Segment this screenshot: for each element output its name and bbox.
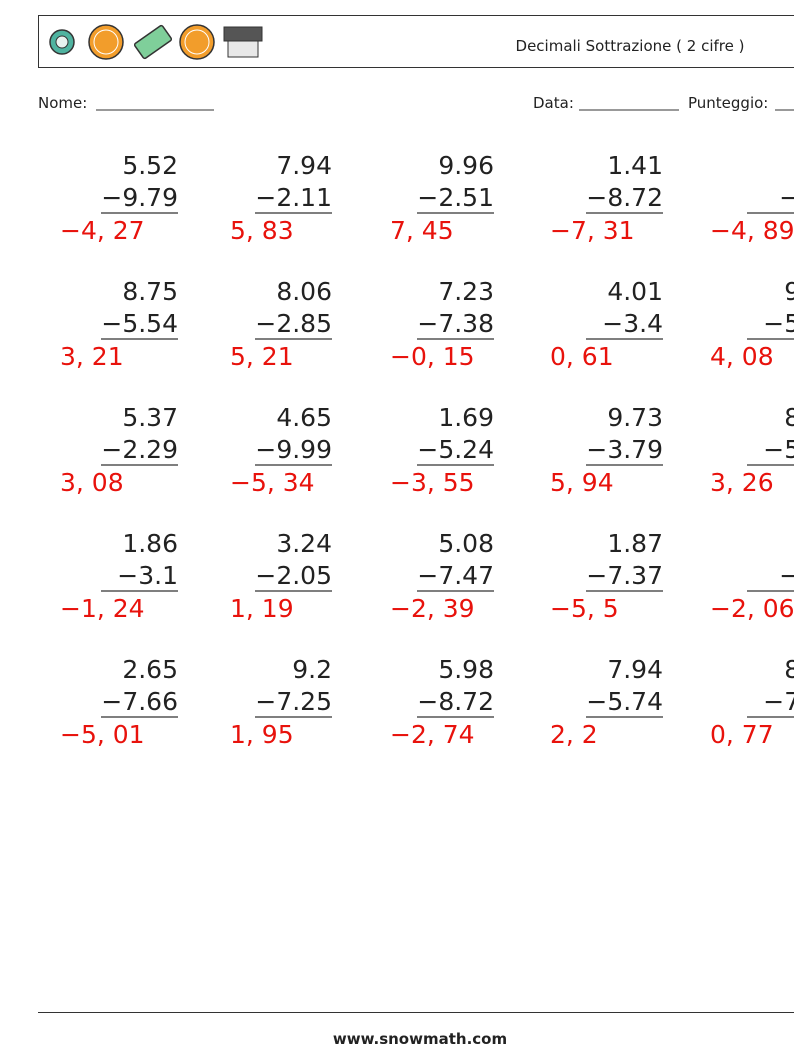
answer: −1, 24 (60, 594, 145, 623)
answer: 7, 45 (390, 216, 454, 245)
answer: 0, 77 (710, 720, 774, 749)
minuend: 9.73 (607, 403, 663, 432)
subtrahend: −3.79 (586, 435, 663, 464)
minuend: 1.87 (607, 529, 663, 558)
minuend: 5.37 (122, 403, 178, 432)
answer: −0, 15 (390, 342, 475, 371)
minuend: 1.86 (122, 529, 178, 558)
subtrahend: −2.05 (255, 561, 332, 590)
answer: −5, 01 (60, 720, 145, 749)
subtrahend: −8.72 (417, 687, 494, 716)
answer: −5, 5 (550, 594, 619, 623)
title: Decimali Sottrazione ( 2 cifre ) (516, 37, 745, 55)
answer: 3, 21 (60, 342, 124, 371)
name-label: Nome: (38, 94, 87, 112)
subtrahend: −6. (779, 183, 794, 212)
subtrahend: −7.47 (417, 561, 494, 590)
subtrahend: −7.25 (255, 687, 332, 716)
minuend: 1.69 (438, 403, 494, 432)
answer: 1, 19 (230, 594, 294, 623)
minuend: 8.5 (784, 655, 794, 684)
subtrahend: −2.11 (255, 183, 332, 212)
subtrahend: −7.37 (586, 561, 663, 590)
subtrahend: −5.4 (763, 309, 794, 338)
answer: −2, 06 (710, 594, 794, 623)
minuend: 5.08 (438, 529, 494, 558)
answer: −7, 31 (550, 216, 635, 245)
subtrahend: −7.66 (101, 687, 178, 716)
answer: 1, 95 (230, 720, 294, 749)
subtrahend: −5.24 (417, 435, 494, 464)
footer-url: www.snowmath.com (333, 1030, 507, 1048)
answer: 4, 08 (710, 342, 774, 371)
answer: 5, 94 (550, 468, 614, 497)
minuend: 9.96 (438, 151, 494, 180)
minuend: 7.23 (438, 277, 494, 306)
minuend: 1.41 (607, 151, 663, 180)
subtrahend: −9.99 (255, 435, 332, 464)
minuend: 8.75 (122, 277, 178, 306)
subtrahend: −5.2 (763, 435, 794, 464)
minuend: 8.06 (276, 277, 332, 306)
subtrahend: −9.79 (101, 183, 178, 212)
answer: −2, 74 (390, 720, 475, 749)
answer: −4, 89 (710, 216, 794, 245)
minuend: 9.5 (784, 277, 794, 306)
answer: −2, 39 (390, 594, 475, 623)
subtrahend: −5.54 (101, 309, 178, 338)
minuend: 4.01 (607, 277, 663, 306)
answer: 3, 08 (60, 468, 124, 497)
answer: 0, 61 (550, 342, 614, 371)
subtrahend: −7.38 (417, 309, 494, 338)
answer: 2, 2 (550, 720, 598, 749)
minuend: 7.94 (276, 151, 332, 180)
minuend: 7.94 (607, 655, 663, 684)
answer: 5, 83 (230, 216, 294, 245)
subtrahend: −2.29 (101, 435, 178, 464)
subtrahend: −8.72 (586, 183, 663, 212)
problem-grid: 5.52 −9.79 −4, 27 7.94 −2.11 5, 83 9.96 −2.51 7,… (60, 151, 794, 749)
date-label: Data: (533, 94, 574, 112)
minuend: 3.24 (276, 529, 332, 558)
subtrahend: −2.51 (417, 183, 494, 212)
minuend: 4.65 (276, 403, 332, 432)
subtrahend: −7.7 (763, 687, 794, 716)
subtrahend: −3.1 (117, 561, 178, 590)
minuend: 2.65 (122, 655, 178, 684)
answer: 5, 21 (230, 342, 294, 371)
score-label: Punteggio: (688, 94, 768, 112)
subtrahend: −3.4 (602, 309, 663, 338)
answer: −4, 27 (60, 216, 145, 245)
header-icons (49, 24, 263, 60)
minuend: 5.98 (438, 655, 494, 684)
minuend: 5.52 (122, 151, 178, 180)
subtrahend: −9. (779, 561, 794, 590)
minuend: 8.5 (784, 403, 794, 432)
minuend: 9.2 (292, 655, 332, 684)
answer: −3, 55 (390, 468, 475, 497)
header-box (38, 15, 794, 68)
answer: 3, 26 (710, 468, 774, 497)
answer: −5, 34 (230, 468, 315, 497)
subtrahend: −5.74 (586, 687, 663, 716)
subtrahend: −2.85 (255, 309, 332, 338)
